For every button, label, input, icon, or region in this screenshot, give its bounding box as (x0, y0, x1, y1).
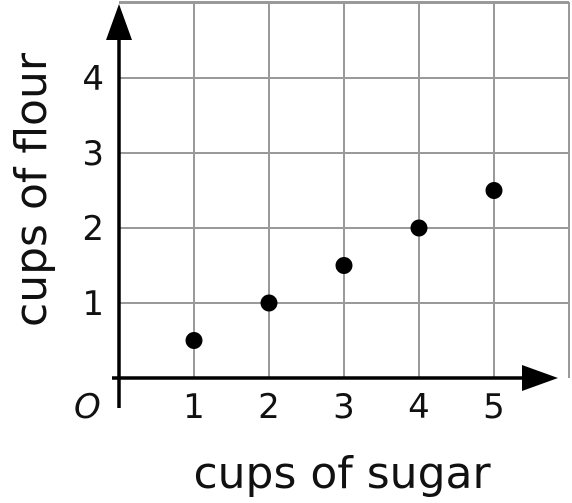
x-tick-label: 1 (183, 387, 205, 427)
data-point (410, 219, 428, 237)
x-axis-arrow (522, 365, 558, 391)
x-tick-label: 5 (483, 387, 505, 427)
data-point (185, 332, 203, 349)
x-tick-label: 3 (333, 387, 355, 427)
y-tick-label: 3 (82, 134, 104, 174)
data-point (335, 257, 353, 274)
y-axis-arrow (106, 4, 132, 40)
data-point (260, 294, 278, 312)
origin-label: O (74, 387, 101, 427)
x-axis-title: cups of sugar (193, 448, 491, 499)
y-tick-label: 4 (82, 59, 104, 99)
tick-labels: 1 2 3 4 5 1 2 3 4 (82, 59, 504, 427)
y-tick-label: 1 (82, 284, 104, 324)
axes (106, 4, 558, 408)
x-tick-label: 2 (258, 387, 280, 427)
data-point (485, 182, 503, 199)
y-tick-label: 2 (82, 209, 104, 249)
data-points (185, 182, 503, 349)
y-axis-title: cups of flour (6, 52, 57, 327)
x-tick-label: 4 (408, 387, 430, 427)
